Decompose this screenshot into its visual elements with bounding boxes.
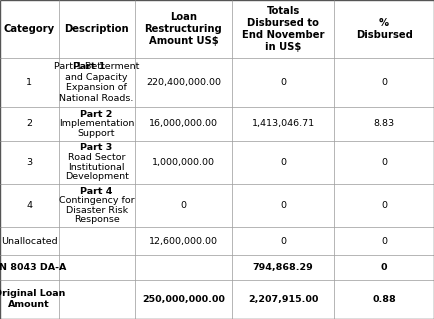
Text: Part 1: Part 1 bbox=[73, 62, 105, 71]
Text: 2,207,915.00: 2,207,915.00 bbox=[248, 295, 319, 304]
Text: 0: 0 bbox=[381, 78, 387, 87]
Text: 250,000,000.00: 250,000,000.00 bbox=[142, 295, 225, 304]
Text: Totals
Disbursed to
End November
in US$: Totals Disbursed to End November in US$ bbox=[242, 6, 325, 52]
Text: 0: 0 bbox=[280, 158, 286, 167]
Text: 8.83: 8.83 bbox=[374, 119, 395, 128]
Text: and Capacity: and Capacity bbox=[65, 73, 128, 82]
Text: 3: 3 bbox=[26, 158, 33, 167]
Text: Response: Response bbox=[74, 215, 119, 224]
Text: 12,600,000.00: 12,600,000.00 bbox=[149, 237, 218, 246]
Text: 0: 0 bbox=[381, 237, 387, 246]
Text: 4: 4 bbox=[26, 201, 32, 210]
Text: 0: 0 bbox=[381, 263, 387, 272]
Text: 794,868.29: 794,868.29 bbox=[253, 263, 313, 272]
Text: Institutional: Institutional bbox=[68, 163, 125, 172]
Text: Unallocated: Unallocated bbox=[1, 237, 58, 246]
Text: 2: 2 bbox=[26, 119, 32, 128]
Text: 1,413,046.71: 1,413,046.71 bbox=[252, 119, 315, 128]
Text: LN 8043 DA-A: LN 8043 DA-A bbox=[0, 263, 66, 272]
Text: 1: 1 bbox=[26, 78, 32, 87]
Text: 16,000,000.00: 16,000,000.00 bbox=[149, 119, 218, 128]
Text: National Roads.: National Roads. bbox=[59, 94, 134, 103]
Text: Contingency for: Contingency for bbox=[59, 196, 135, 205]
Text: Support: Support bbox=[78, 129, 115, 138]
Text: Loan
Restructuring
Amount US$: Loan Restructuring Amount US$ bbox=[145, 12, 222, 46]
Text: Category: Category bbox=[4, 24, 55, 34]
Text: Road Sector: Road Sector bbox=[68, 153, 125, 162]
Text: Part 1 Betterment: Part 1 Betterment bbox=[54, 62, 139, 71]
Text: 1,000,000.00: 1,000,000.00 bbox=[152, 158, 215, 167]
Text: 0: 0 bbox=[381, 201, 387, 210]
Text: Original Loan
Amount: Original Loan Amount bbox=[0, 289, 65, 309]
Text: Expansion of: Expansion of bbox=[66, 84, 127, 93]
Text: 0.88: 0.88 bbox=[372, 295, 396, 304]
Text: Implementation: Implementation bbox=[59, 119, 134, 128]
Text: 0: 0 bbox=[280, 237, 286, 246]
Text: Disaster Risk: Disaster Risk bbox=[66, 206, 128, 215]
Text: Part 3: Part 3 bbox=[80, 144, 113, 152]
Text: %
Disbursed: % Disbursed bbox=[355, 18, 413, 40]
Text: 0: 0 bbox=[381, 158, 387, 167]
Text: 0: 0 bbox=[280, 201, 286, 210]
Text: Development: Development bbox=[65, 172, 128, 181]
Text: Description: Description bbox=[64, 24, 129, 34]
Text: 220,400,000.00: 220,400,000.00 bbox=[146, 78, 221, 87]
Text: Part 4: Part 4 bbox=[80, 187, 113, 196]
Text: Part 2: Part 2 bbox=[80, 110, 113, 119]
Text: 0: 0 bbox=[181, 201, 186, 210]
Text: 0: 0 bbox=[280, 78, 286, 87]
